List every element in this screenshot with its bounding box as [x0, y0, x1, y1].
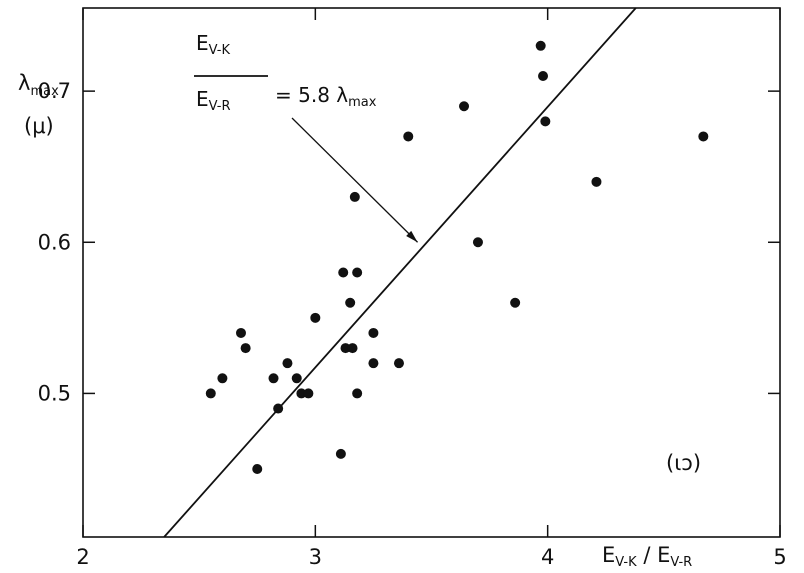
- data-point: [345, 297, 356, 308]
- data-point: [205, 388, 216, 399]
- data-point: [252, 463, 263, 474]
- data-point: [310, 312, 321, 323]
- annotation-arrowhead: [406, 230, 418, 243]
- fit-line-group: [163, 7, 637, 538]
- data-point: [403, 131, 414, 142]
- data-point: [347, 343, 358, 354]
- y-axis-unit: (μ): [24, 114, 54, 138]
- data-point: [698, 131, 709, 142]
- data-point: [393, 358, 404, 369]
- data-point: [591, 176, 602, 187]
- data-point: [240, 343, 251, 354]
- data-point: [268, 373, 279, 384]
- data-point: [291, 373, 302, 384]
- data-point: [459, 101, 470, 112]
- equation-numerator: EV-K: [196, 31, 230, 58]
- data-point: [273, 403, 284, 414]
- data-point: [282, 358, 293, 369]
- data-point: [510, 297, 521, 308]
- x-tick-label: 2: [76, 545, 89, 569]
- fit-line: [163, 7, 637, 538]
- equation-annotation: EV-K EV-R = 5.8 λmax: [194, 31, 419, 243]
- axis-tick-labels: 2 3 4 5 0.5 0.6 0.7: [38, 79, 787, 569]
- data-point: [472, 237, 483, 248]
- data-point: [338, 267, 349, 278]
- data-point: [349, 191, 360, 202]
- axis-ticks: [82, 8, 781, 537]
- data-point: [296, 388, 307, 399]
- panel-label: (ιɔ): [666, 451, 701, 475]
- y-tick-label: 0.5: [38, 381, 71, 405]
- data-point: [352, 267, 363, 278]
- data-points: [205, 40, 709, 474]
- y-tick-label: 0.7: [38, 79, 71, 103]
- equation-rhs: = 5.8 λmax: [275, 83, 377, 110]
- data-point: [368, 327, 379, 338]
- data-point: [335, 448, 346, 459]
- y-axis-label: λmax: [18, 71, 59, 99]
- data-point: [340, 343, 351, 354]
- annotation-arrow: [291, 117, 419, 243]
- data-point: [303, 388, 314, 399]
- data-point: [540, 116, 551, 127]
- plot-frame: [82, 7, 781, 538]
- data-point: [235, 327, 246, 338]
- equation-denominator: EV-R: [196, 87, 231, 114]
- data-point: [217, 373, 228, 384]
- data-point: [352, 388, 363, 399]
- x-tick-label: 4: [541, 545, 554, 569]
- x-tick-label: 3: [309, 545, 322, 569]
- x-tick-label: 5: [773, 545, 786, 569]
- data-point: [538, 71, 549, 82]
- data-point: [368, 358, 379, 369]
- x-axis-label: EV-K / EV-R: [602, 543, 692, 570]
- data-point: [535, 40, 546, 51]
- y-tick-label: 0.6: [38, 230, 71, 254]
